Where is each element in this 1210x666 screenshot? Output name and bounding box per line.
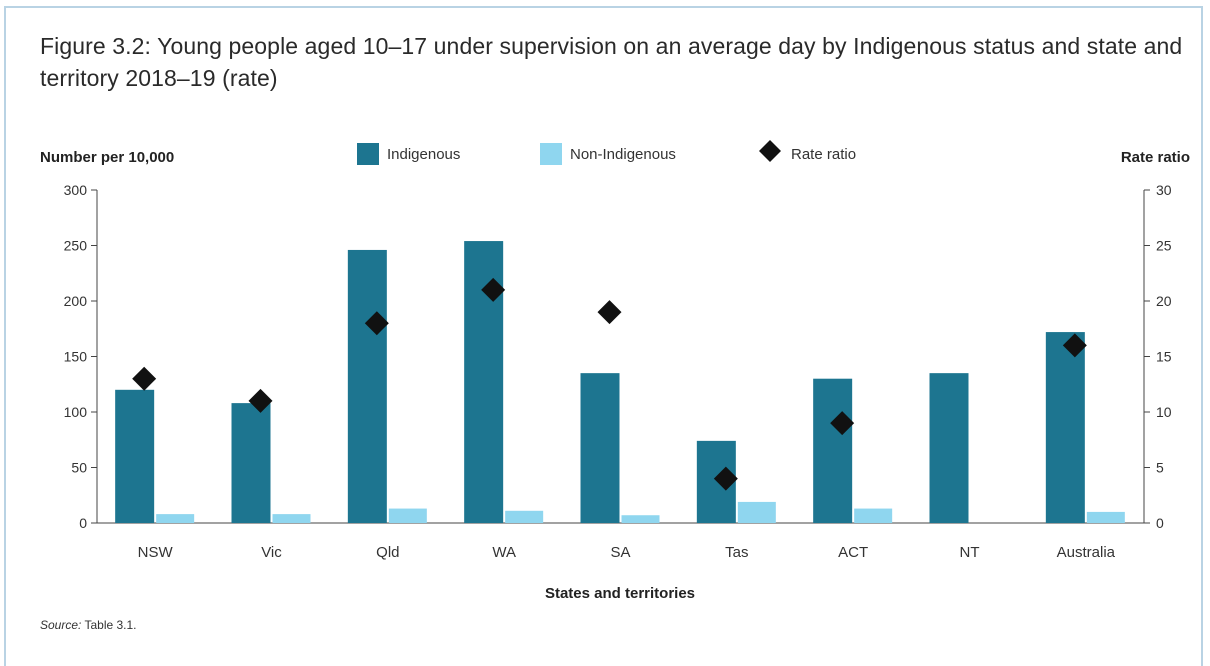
x-axis-title: States and territories [545, 585, 695, 602]
bar-non-indigenous-wa [505, 510, 544, 523]
marker-rate-ratio-sa [597, 300, 622, 325]
bar-non-indigenous-tas [737, 501, 776, 523]
y2-tick-label: 5 [1156, 460, 1164, 476]
bar-non-indigenous-nsw [156, 514, 195, 523]
x-tick-label: ACT [838, 544, 868, 561]
legend: Indigenous Non-Indigenous Rate ratio [357, 140, 856, 165]
x-tick-label: Tas [725, 544, 748, 561]
marker-rate-ratio-act [830, 411, 855, 436]
marker-rate-ratio-australia [1062, 333, 1087, 358]
marker-rate-ratio-vic [248, 388, 273, 413]
bar-non-indigenous-act [854, 508, 893, 523]
x-tick-label: WA [492, 544, 516, 561]
bar-non-indigenous-qld [388, 508, 427, 523]
plot-area: 0 50 100 150 200 250 300 0 5 10 15 20 25 30 NSW Vic Qld W… [64, 182, 1172, 561]
bar-non-indigenous-sa [621, 515, 660, 523]
y2-tick-label: 0 [1156, 515, 1164, 531]
bar-indigenous-act [813, 378, 853, 523]
y-tick-label: 150 [64, 349, 88, 365]
bar-non-indigenous-australia [1086, 511, 1125, 523]
y-tick-label: 100 [64, 404, 88, 420]
legend-label-indigenous: Indigenous [387, 146, 460, 163]
y2-tick-label: 25 [1156, 238, 1172, 254]
legend-label-non-indigenous: Non-Indigenous [570, 146, 676, 163]
legend-swatch-non-indigenous [540, 143, 562, 165]
bar-indigenous-vic [231, 403, 271, 523]
bar-indigenous-sa [580, 373, 620, 523]
legend-marker-rate-ratio [759, 140, 781, 162]
figure-title: Figure 3.2: Young people aged 10–17 unde… [40, 33, 1183, 91]
bar-indigenous-australia [1045, 332, 1085, 523]
bar-indigenous-nt [929, 373, 969, 523]
y2-tick-label: 15 [1156, 349, 1172, 365]
legend-label-rate-ratio: Rate ratio [791, 146, 856, 163]
source-note: Source: Table 3.1. [40, 618, 137, 632]
marker-rate-ratio-qld [364, 311, 389, 336]
x-tick-label: Qld [376, 544, 399, 561]
y-tick-label: 200 [64, 293, 88, 309]
x-tick-label: NSW [138, 544, 174, 561]
y-tick-label: 250 [64, 238, 88, 254]
source-text: Table 3.1. [81, 618, 137, 632]
marker-rate-ratio-tas [713, 466, 738, 491]
y-tick-label: 0 [79, 515, 87, 531]
bar-indigenous-nsw [115, 389, 155, 523]
source-label: Source: [40, 618, 82, 632]
y2-tick-label: 10 [1156, 404, 1172, 420]
marker-rate-ratio-nsw [132, 366, 157, 391]
x-tick-label: Australia [1057, 544, 1116, 561]
y-axis-title: Number per 10,000 [40, 149, 174, 166]
y-tick-label: 300 [64, 182, 88, 198]
x-tick-label: SA [610, 544, 630, 561]
bar-indigenous-qld [347, 249, 387, 523]
marker-rate-ratio-wa [481, 277, 506, 302]
bar-non-indigenous-vic [272, 514, 311, 523]
y2-tick-label: 30 [1156, 182, 1172, 198]
legend-swatch-indigenous [357, 143, 379, 165]
y-tick-label: 50 [71, 460, 87, 476]
x-tick-label: NT [960, 544, 980, 561]
x-tick-label: Vic [261, 544, 282, 561]
y2-axis-title: Rate ratio [1121, 149, 1190, 166]
figure-frame [4, 6, 1203, 666]
y2-tick-label: 20 [1156, 293, 1172, 309]
chart: Indigenous Non-Indigenous Rate ratio Num… [40, 140, 1190, 602]
